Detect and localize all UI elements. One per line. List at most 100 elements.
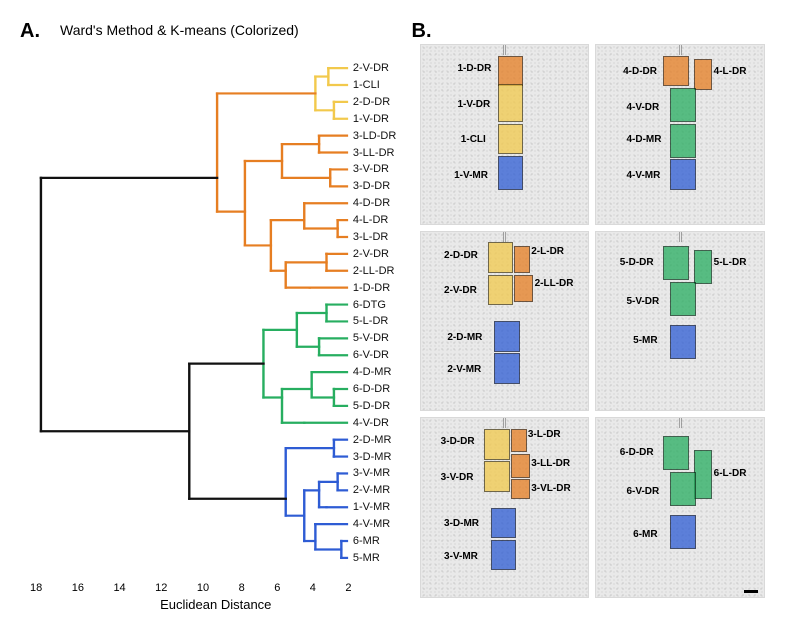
region-box: [511, 454, 530, 477]
region-label: 6-L-DR: [714, 468, 747, 479]
region-label: 1-V-DR: [457, 99, 490, 110]
region-label: 2-V-MR: [447, 364, 481, 375]
region-box: [488, 242, 513, 273]
dendro-leaf-label: 6-V-DR: [353, 349, 389, 361]
region-label: 2-D-DR: [444, 250, 478, 261]
region-label: 2-D-MR: [447, 332, 482, 343]
region-box: [498, 156, 523, 190]
region-box: [498, 124, 523, 155]
midline-icon: [679, 232, 682, 242]
region-label: 4-V-MR: [626, 170, 660, 181]
axis-tick: 14: [113, 582, 125, 594]
region-label: 3-V-MR: [444, 551, 478, 562]
region-box: [484, 429, 509, 460]
panel-a: A. Ward's Method & K-means (Colorized) 2…: [20, 20, 412, 606]
dendro-leaf-label: 2-V-DR: [353, 62, 389, 74]
region-label: 3-D-DR: [441, 436, 475, 447]
dendro-leaf-label: 1-V-DR: [353, 113, 389, 125]
histology-panel: 2-D-DR2-L-DR2-LL-DR2-V-DR2-D-MR2-V-MR: [420, 231, 590, 412]
region-label: 5-V-DR: [626, 296, 659, 307]
region-box: [670, 159, 695, 190]
region-box: [484, 461, 509, 492]
region-box: [498, 56, 523, 87]
region-box: [694, 59, 713, 90]
dendro-leaf-label: 4-V-DR: [353, 417, 389, 429]
scale-bar-icon: [744, 590, 758, 593]
region-label: 3-L-DR: [528, 429, 561, 440]
histology-panel: 4-D-DR 4-L-DR 4-V-DR 4-D-MR 4-V-MR: [595, 44, 765, 225]
dendro-leaf-label: 4-D-MR: [353, 366, 392, 378]
panel-a-title: Ward's Method & K-means (Colorized): [60, 22, 299, 38]
region-box: [670, 124, 695, 158]
axis-tick: 2: [345, 582, 351, 594]
axis-title: Euclidean Distance: [20, 597, 412, 612]
axis-tick: 8: [239, 582, 245, 594]
dendro-leaf-label: 1-V-MR: [353, 501, 390, 513]
region-box: [670, 472, 695, 506]
histology-panel: 6-D-DR 6-L-DR 6-V-DR 6-MR: [595, 417, 765, 598]
dendro-leaf-label: 5-V-DR: [353, 332, 389, 344]
region-box: [491, 540, 516, 571]
dendro-leaf-label: 3-V-MR: [353, 467, 390, 479]
midline-icon: [679, 45, 682, 55]
region-box: [670, 282, 695, 316]
region-label: 6-MR: [633, 529, 657, 540]
region-box: [670, 325, 695, 359]
region-label: 2-LL-DR: [535, 278, 574, 289]
region-label: 3-V-DR: [441, 472, 474, 483]
region-label: 4-D-MR: [626, 134, 661, 145]
figure-wrap: A. Ward's Method & K-means (Colorized) 2…: [20, 20, 773, 606]
axis-tick: 6: [274, 582, 280, 594]
dendro-leaf-label: 4-V-MR: [353, 518, 390, 530]
midline-icon: [503, 232, 506, 242]
region-label: 6-V-DR: [626, 486, 659, 497]
region-label: 4-V-DR: [626, 102, 659, 113]
panel-b-grid: 1-D-DR1-V-DR1-CLI1-V-MR 4-D-DR 4-L-DR 4-V-D…: [420, 44, 765, 598]
dendro-leaf-label: 1-D-DR: [353, 282, 390, 294]
dendro-leaf-label: 5-L-DR: [353, 315, 388, 327]
region-label: 3-VL-DR: [531, 483, 570, 494]
dendrogram-svg: [30, 60, 402, 566]
region-box: [663, 436, 688, 470]
histology-panel: 1-D-DR1-V-DR1-CLI1-V-MR: [420, 44, 590, 225]
region-label: 4-L-DR: [714, 66, 747, 77]
region-box: [514, 275, 533, 302]
axis-tick: 12: [155, 582, 167, 594]
dendro-leaf-label: 3-D-MR: [353, 451, 392, 463]
dendro-leaf-label: 2-D-MR: [353, 434, 392, 446]
region-label: 6-D-DR: [620, 447, 654, 458]
dendro-leaf-label: 6-DTG: [353, 299, 386, 311]
region-box: [670, 515, 695, 549]
axis-ticks: 18161412108642: [30, 582, 352, 594]
dendrogram-area: 2-V-DR1-CLI2-D-DR1-V-DR3-LD-DR3-LL-DR3-V…: [30, 60, 402, 566]
region-box: [511, 429, 526, 452]
region-box: [511, 479, 530, 499]
region-label: 2-L-DR: [531, 246, 564, 257]
dendro-leaf-label: 4-L-DR: [353, 214, 388, 226]
region-box: [514, 246, 529, 273]
dendro-leaf-label: 5-D-DR: [353, 400, 390, 412]
region-box: [488, 275, 513, 306]
histology-panel: 3-D-DR3-L-DR3-LL-DR3-VL-DR3-V-DR3-D-MR3-…: [420, 417, 590, 598]
dendro-leaf-label: 3-V-DR: [353, 163, 389, 175]
dendro-leaf-label: 3-LL-DR: [353, 147, 395, 159]
region-box: [498, 84, 523, 122]
midline-icon: [679, 418, 682, 428]
dendro-leaf-label: 2-D-DR: [353, 96, 390, 108]
panel-a-label: A.: [20, 20, 40, 43]
dendro-leaf-label: 5-MR: [353, 552, 380, 564]
region-label: 5-MR: [633, 335, 657, 346]
region-box: [663, 56, 688, 87]
axis-tick: 4: [310, 582, 316, 594]
dendro-leaf-label: 4-D-DR: [353, 197, 390, 209]
dendro-leaf-label: 6-MR: [353, 535, 380, 547]
midline-icon: [503, 418, 506, 428]
dendro-leaf-label: 6-D-DR: [353, 383, 390, 395]
region-box: [670, 88, 695, 122]
region-label: 5-L-DR: [714, 257, 747, 268]
histology-panel: 5-D-DR 5-L-DR 5-V-DR 5-MR: [595, 231, 765, 412]
region-box: [491, 508, 516, 539]
region-label: 5-D-DR: [620, 257, 654, 268]
region-label: 4-D-DR: [623, 66, 657, 77]
dendro-leaf-label: 3-D-DR: [353, 180, 390, 192]
